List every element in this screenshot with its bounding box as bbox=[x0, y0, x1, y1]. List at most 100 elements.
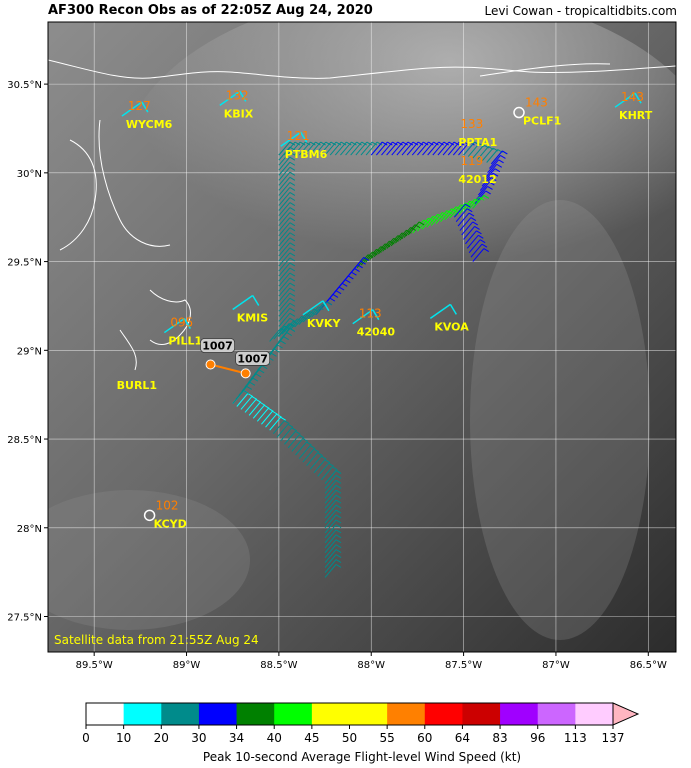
wind-barb-flag bbox=[417, 141, 424, 146]
wind-barb bbox=[278, 212, 291, 226]
pressure-dot bbox=[240, 368, 251, 379]
wind-barb-flag bbox=[335, 514, 342, 519]
wind-barb-flag bbox=[335, 534, 342, 539]
wind-barb bbox=[278, 156, 291, 171]
wind-barb bbox=[437, 141, 450, 156]
wind-barb-flag bbox=[288, 323, 295, 328]
wind-barb bbox=[299, 141, 311, 156]
wind-barb bbox=[261, 410, 273, 425]
wind-barb-flag bbox=[280, 340, 286, 345]
station-wind-value: 127 bbox=[128, 99, 151, 113]
wind-barb bbox=[306, 452, 318, 466]
wind-barb bbox=[324, 554, 337, 568]
wind-barb bbox=[485, 163, 498, 178]
wind-barb-flag bbox=[289, 166, 296, 171]
wind-barb-flag bbox=[448, 141, 455, 146]
wind-barb bbox=[236, 393, 249, 407]
wind-barb-flag bbox=[255, 373, 262, 378]
station-id: BURL1 bbox=[117, 379, 157, 392]
wind-barb-flag bbox=[381, 141, 388, 146]
wind-barb-flag bbox=[380, 246, 387, 250]
wind-barb bbox=[432, 141, 445, 156]
wind-barb-flag bbox=[351, 141, 357, 146]
wind-barb bbox=[278, 187, 291, 201]
wind-barb-flag bbox=[324, 459, 331, 464]
wind-barb-flag bbox=[335, 489, 342, 494]
wind-barb-flag bbox=[298, 434, 305, 439]
wind-barb-flag bbox=[320, 141, 326, 146]
wind-barb-flag bbox=[302, 438, 309, 442]
wind-barb-flag bbox=[335, 549, 342, 554]
wind-barb-flag bbox=[313, 308, 320, 313]
wind-barb-flag bbox=[271, 352, 277, 357]
wind-barb-flag bbox=[468, 212, 475, 217]
station-barb-flag bbox=[449, 303, 457, 315]
wind-barb-flag bbox=[455, 206, 462, 211]
wind-barb bbox=[481, 147, 494, 162]
wind-barb bbox=[278, 302, 291, 317]
wind-barb bbox=[278, 197, 291, 211]
wind-barb bbox=[278, 202, 291, 216]
tick-label-lon: 87.5°W bbox=[445, 660, 482, 671]
wind-barb-flag bbox=[458, 141, 465, 146]
wind-barb bbox=[324, 494, 337, 509]
pressure-label: 1007 bbox=[202, 340, 233, 353]
wind-barb-flag bbox=[384, 243, 391, 248]
wind-barb-flag bbox=[321, 455, 327, 460]
wind-barb bbox=[278, 222, 291, 237]
wind-barb-flag bbox=[289, 192, 296, 196]
wind-barb-flag bbox=[406, 229, 412, 234]
wind-barb bbox=[452, 141, 465, 156]
wind-barb-flag bbox=[335, 519, 342, 524]
wind-barb bbox=[324, 564, 337, 578]
wind-barb-flag bbox=[289, 302, 296, 307]
wind-barb-flag bbox=[317, 452, 323, 457]
cloud-area bbox=[120, 22, 676, 350]
wind-barb bbox=[417, 141, 429, 156]
wind-barb-flag bbox=[428, 141, 434, 146]
wind-barb-flag bbox=[338, 286, 345, 291]
wind-barb bbox=[324, 514, 337, 529]
wind-barb bbox=[278, 192, 291, 206]
wind-barb-flag bbox=[289, 217, 296, 222]
station-barb-flag bbox=[239, 91, 247, 102]
wind-barb-flag bbox=[367, 254, 374, 259]
wind-barb-flag bbox=[428, 217, 434, 222]
wind-barb bbox=[490, 150, 503, 165]
cloud-area bbox=[470, 200, 650, 640]
wind-barb-flag bbox=[387, 141, 393, 146]
wind-barb-flag bbox=[243, 390, 249, 394]
wind-barb-flag bbox=[361, 141, 367, 146]
wind-barb-flag bbox=[335, 499, 342, 504]
wind-barb bbox=[324, 484, 337, 499]
wind-barb bbox=[278, 232, 291, 247]
wind-barb-flag bbox=[502, 150, 508, 155]
wind-barb-flag bbox=[340, 141, 347, 146]
wind-barb-flag bbox=[289, 232, 296, 237]
wind-barb-flag bbox=[402, 141, 409, 146]
station-barb bbox=[614, 92, 636, 108]
wind-barb-flag bbox=[397, 141, 403, 146]
wind-barb-flag bbox=[335, 544, 342, 549]
wind-barb-flag bbox=[348, 275, 354, 280]
wind-barb-flag bbox=[464, 141, 470, 146]
wind-barb bbox=[447, 141, 460, 156]
station-wind-value: 119 bbox=[460, 154, 483, 168]
wind-barb bbox=[455, 208, 468, 222]
wind-barb-flag bbox=[259, 401, 266, 406]
wind-barb bbox=[324, 524, 337, 539]
wind-barb bbox=[375, 141, 388, 156]
wind-barb-flag bbox=[335, 524, 342, 529]
wind-barb bbox=[489, 155, 501, 169]
wind-barb bbox=[278, 287, 291, 302]
station-id: PPTA1 bbox=[458, 136, 497, 149]
wind-barb-flag bbox=[251, 396, 258, 400]
wind-barb-flag bbox=[407, 141, 414, 146]
wind-barb-flag bbox=[335, 474, 342, 479]
station-id: KMIS bbox=[237, 311, 269, 324]
wind-barb-flag bbox=[474, 198, 480, 203]
wind-barb bbox=[278, 292, 291, 307]
wind-barb-flag bbox=[289, 297, 296, 302]
wind-barb-flag bbox=[481, 243, 488, 248]
wind-barb-flag bbox=[261, 365, 268, 370]
